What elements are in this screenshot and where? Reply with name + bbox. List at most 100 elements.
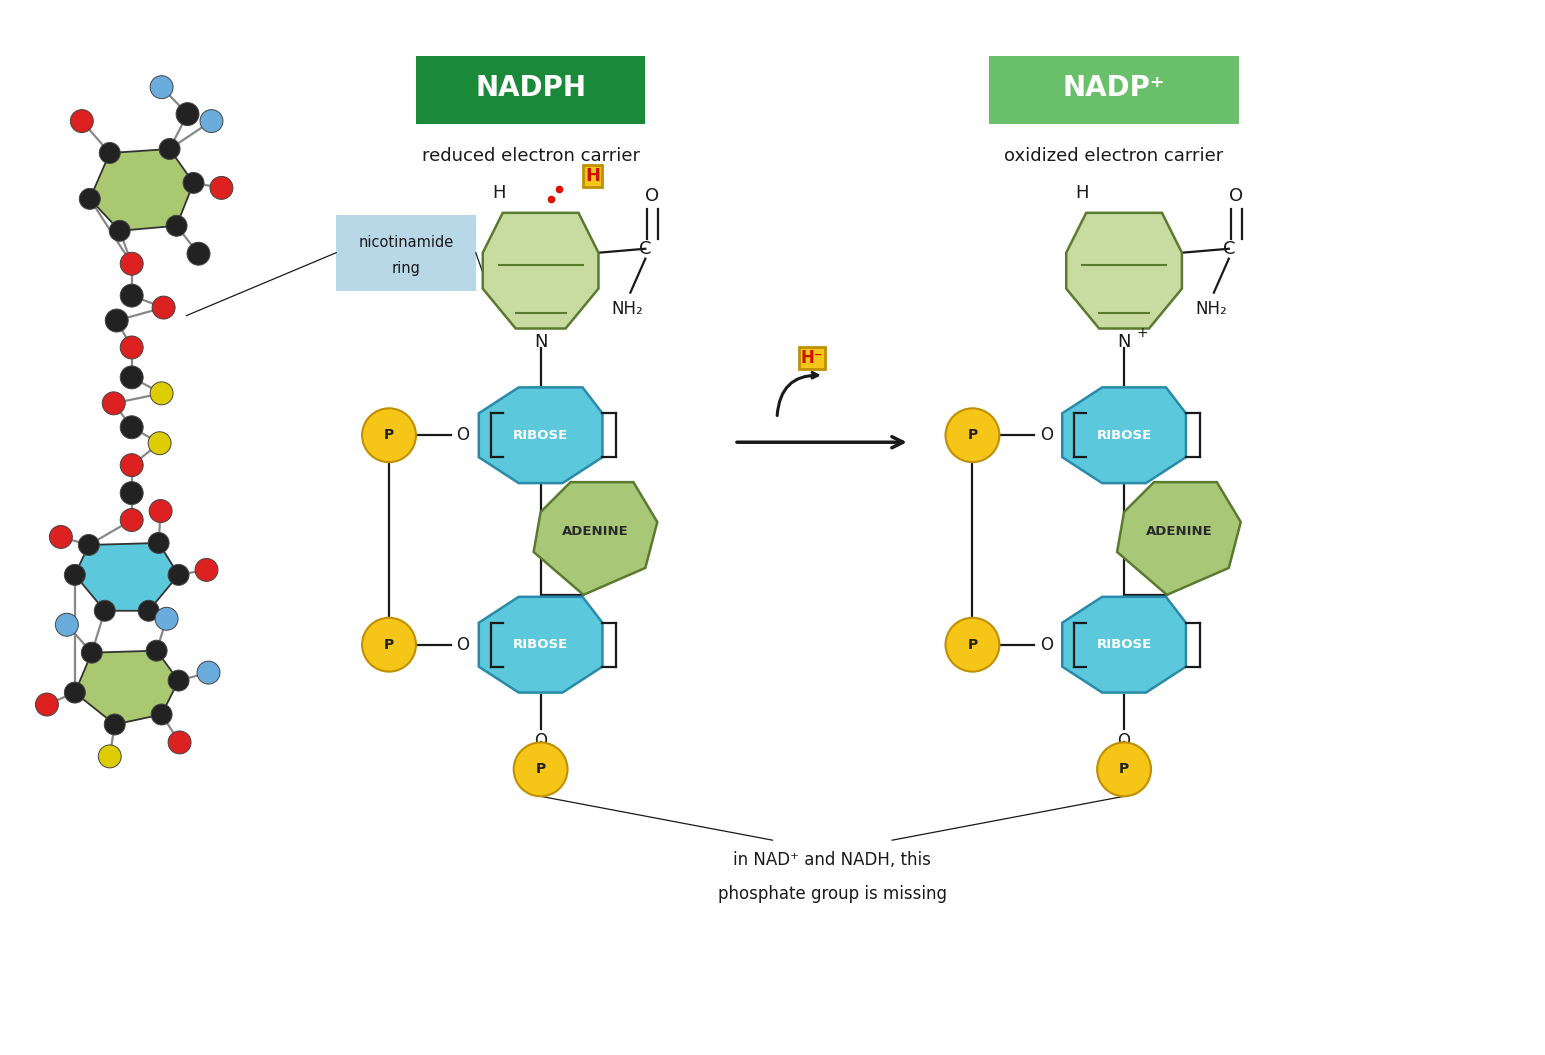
Circle shape — [1097, 743, 1151, 797]
Circle shape — [946, 618, 1000, 672]
Circle shape — [121, 252, 144, 275]
Text: P: P — [967, 637, 978, 652]
Circle shape — [79, 535, 99, 555]
Text: H: H — [1075, 184, 1089, 202]
Polygon shape — [479, 597, 603, 692]
Text: H: H — [491, 184, 505, 202]
Text: P: P — [383, 637, 394, 652]
Circle shape — [71, 110, 93, 133]
Circle shape — [121, 454, 144, 477]
Circle shape — [110, 220, 130, 242]
Text: phosphate group is missing: phosphate group is missing — [718, 885, 947, 903]
Circle shape — [65, 564, 85, 586]
Circle shape — [148, 431, 171, 455]
Polygon shape — [482, 213, 598, 328]
Text: reduced electron carrier: reduced electron carrier — [422, 147, 640, 165]
Text: C: C — [1222, 239, 1234, 257]
Text: H: H — [586, 167, 599, 185]
Text: P: P — [536, 763, 545, 776]
Circle shape — [65, 683, 85, 703]
Text: O: O — [456, 426, 470, 444]
Text: RIBOSE: RIBOSE — [1097, 638, 1151, 651]
Polygon shape — [533, 482, 657, 595]
Polygon shape — [74, 651, 179, 725]
Circle shape — [49, 525, 73, 549]
Text: NH₂: NH₂ — [612, 300, 643, 318]
Circle shape — [154, 608, 178, 630]
Circle shape — [151, 704, 171, 725]
Text: N: N — [1117, 333, 1131, 351]
Circle shape — [362, 408, 416, 462]
Circle shape — [138, 600, 159, 621]
Circle shape — [168, 564, 188, 586]
Circle shape — [168, 670, 188, 691]
Text: O: O — [456, 636, 470, 654]
Polygon shape — [90, 149, 193, 231]
Text: P: P — [383, 428, 394, 442]
Circle shape — [121, 482, 144, 504]
Text: +: + — [1136, 326, 1148, 340]
Circle shape — [210, 176, 233, 199]
Polygon shape — [1066, 213, 1182, 328]
Text: O: O — [1117, 732, 1131, 750]
Circle shape — [147, 640, 167, 661]
Circle shape — [94, 600, 116, 621]
Text: nicotinamide: nicotinamide — [358, 235, 454, 250]
Text: ring: ring — [391, 262, 420, 276]
Text: NADP⁺: NADP⁺ — [1063, 74, 1165, 102]
Circle shape — [159, 138, 181, 159]
Circle shape — [105, 309, 128, 332]
Text: O: O — [646, 187, 660, 205]
Circle shape — [362, 618, 416, 672]
Circle shape — [182, 172, 204, 193]
Polygon shape — [479, 387, 603, 483]
Text: P: P — [1119, 763, 1129, 776]
Circle shape — [176, 102, 199, 126]
Circle shape — [121, 366, 144, 389]
Circle shape — [56, 613, 79, 636]
Circle shape — [167, 215, 187, 236]
Text: NH₂: NH₂ — [1194, 300, 1227, 318]
Circle shape — [36, 693, 59, 716]
Circle shape — [148, 533, 168, 554]
Circle shape — [79, 189, 100, 209]
Text: O: O — [535, 732, 547, 750]
Circle shape — [121, 509, 144, 532]
Text: ADENINE: ADENINE — [562, 525, 629, 538]
Text: ADENINE: ADENINE — [1145, 525, 1213, 538]
Text: H⁻: H⁻ — [800, 349, 823, 367]
Circle shape — [198, 661, 219, 684]
Text: O: O — [1040, 426, 1052, 444]
Circle shape — [121, 335, 144, 359]
Polygon shape — [1063, 597, 1187, 692]
Circle shape — [199, 110, 222, 133]
Circle shape — [946, 408, 1000, 462]
Text: C: C — [640, 239, 652, 257]
Circle shape — [150, 500, 171, 522]
Circle shape — [104, 714, 125, 735]
Polygon shape — [1063, 387, 1187, 483]
Text: RIBOSE: RIBOSE — [513, 428, 569, 442]
Circle shape — [150, 382, 173, 405]
Polygon shape — [1117, 482, 1241, 595]
Text: RIBOSE: RIBOSE — [513, 638, 569, 651]
Circle shape — [99, 745, 121, 768]
Circle shape — [121, 284, 144, 307]
Circle shape — [195, 558, 218, 581]
Text: oxidized electron carrier: oxidized electron carrier — [1004, 147, 1224, 165]
Circle shape — [82, 642, 102, 664]
Circle shape — [513, 743, 567, 797]
Text: RIBOSE: RIBOSE — [1097, 428, 1151, 442]
FancyBboxPatch shape — [989, 56, 1239, 124]
Circle shape — [99, 142, 121, 164]
Circle shape — [151, 296, 175, 319]
Circle shape — [121, 416, 144, 439]
Circle shape — [168, 731, 192, 754]
Text: in NAD⁺ and NADH, this: in NAD⁺ and NADH, this — [734, 851, 932, 869]
Text: N: N — [535, 333, 547, 351]
FancyBboxPatch shape — [337, 215, 476, 290]
Text: O: O — [1228, 187, 1242, 205]
Circle shape — [187, 243, 210, 265]
Text: O: O — [1040, 636, 1052, 654]
Circle shape — [150, 76, 173, 98]
